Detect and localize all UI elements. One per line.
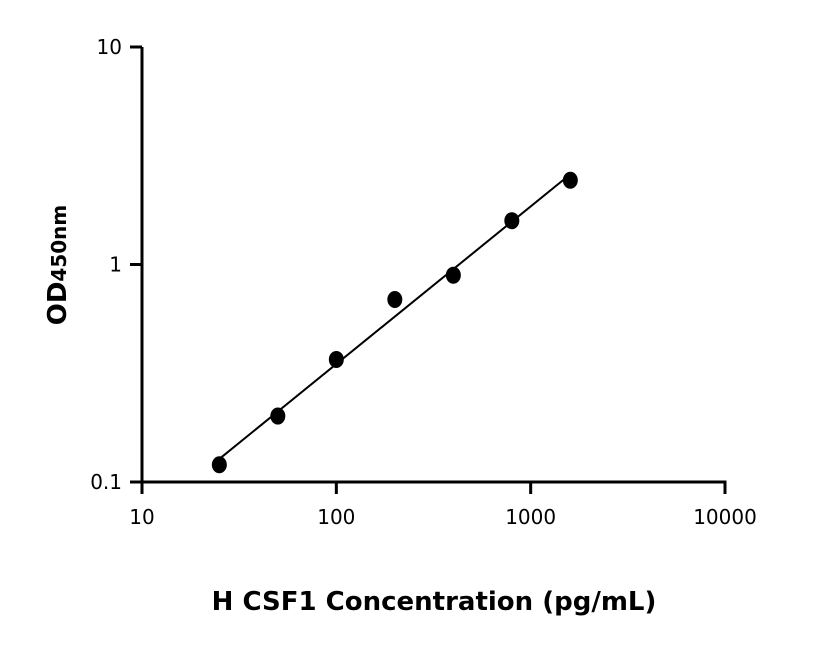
tick-labels: 10 100 1000 10000 0.1 1 10 <box>90 35 757 529</box>
data-point <box>328 350 344 368</box>
data-marks <box>211 171 578 474</box>
y-tick-label: 0.1 <box>90 470 122 494</box>
y-axis-label-main: OD <box>43 282 73 326</box>
y-tick-label: 10 <box>97 35 122 59</box>
x-tick-label: 10 <box>129 505 154 529</box>
data-point <box>211 456 227 474</box>
data-point <box>387 291 403 309</box>
x-tick-label: 10000 <box>693 505 757 529</box>
y-axis-label: OD450nm <box>43 205 73 326</box>
x-axis-label: H CSF1 Concentration (pg/mL) <box>212 587 657 617</box>
y-tick-label: 1 <box>109 253 122 277</box>
data-point <box>445 266 461 284</box>
data-point <box>270 407 286 425</box>
axes <box>130 45 727 494</box>
x-tick-label: 1000 <box>505 505 556 529</box>
x-tick-label: 100 <box>317 505 355 529</box>
y-axis-label-sub: 450nm <box>47 205 71 282</box>
data-point <box>504 212 520 230</box>
data-point <box>562 171 578 189</box>
